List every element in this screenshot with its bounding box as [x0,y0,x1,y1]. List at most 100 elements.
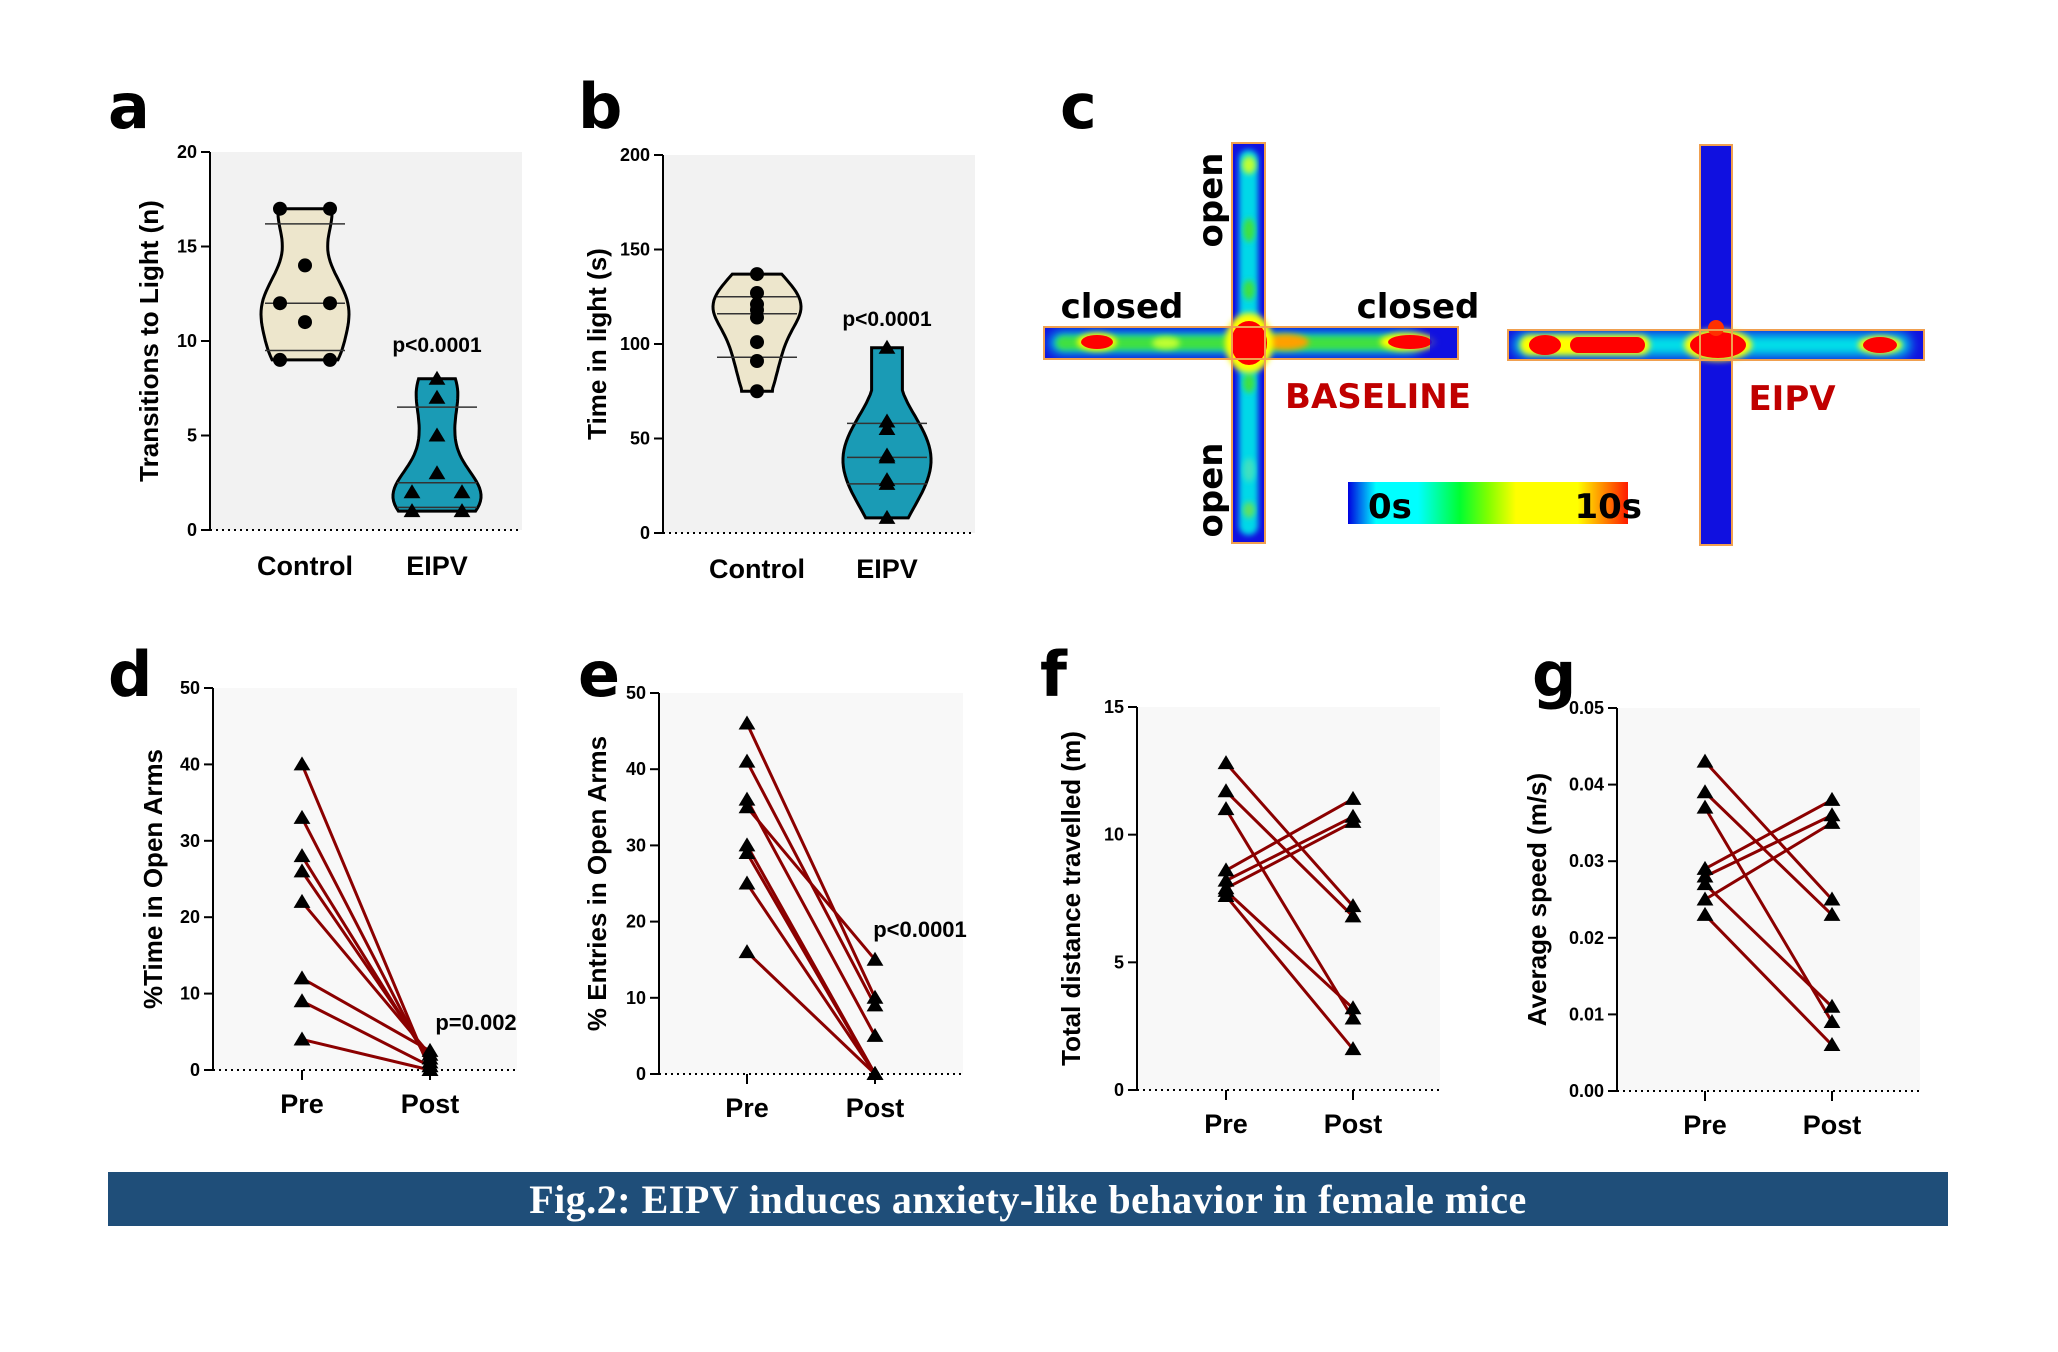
y-tick-label: 0.00 [1569,1081,1604,1101]
y-tick-label: 10 [177,331,197,351]
pair-line [1704,821,1833,901]
heatmap-eipv [1507,144,1925,546]
data-point-post [1344,908,1362,923]
data-point-pre [293,893,311,908]
violin-control [711,267,803,399]
y-tick-label: 40 [180,754,200,774]
data-point [428,370,446,385]
data-point-pre [1217,862,1235,877]
chart-panel-b: 0 50 100 150 200 Time in light (s) Control EIPV… [582,145,975,584]
y-tick-label: 50 [626,683,646,703]
y-tick-label: 20 [180,907,200,927]
data-point-pre [293,756,311,771]
y-tick-label: 0 [1114,1080,1124,1100]
data-point-post [1344,790,1362,805]
data-point-pre [738,845,756,860]
plot-area [210,152,522,530]
data-point-pre [1696,753,1714,768]
y-tick-label: 0 [190,1060,200,1080]
caption-bar: Fig.2: EIPV induces anxiety-like behavio… [108,1172,1948,1226]
pair-line [745,722,877,999]
data-point-post [866,989,884,1004]
data-point-pre [1217,887,1235,902]
data-point [323,201,337,216]
data-point-post [1823,891,1841,906]
data-point-pre [1217,755,1235,770]
x-tick-label: EIPV [406,551,468,581]
data-point [750,285,764,300]
y-axis-label: Transitions to Light (n) [134,200,164,482]
data-point-pre [738,791,756,806]
data-point [273,296,287,311]
data-point-post [421,1062,439,1076]
y-tick-label: 15 [1104,697,1124,717]
x-tick-label: Control [709,554,805,584]
data-point-post [1344,1010,1362,1025]
data-point-pre [738,753,756,768]
y-tick-label: 10 [1104,825,1124,845]
p-value-annotation: p<0.0001 [842,308,932,331]
data-point-post [866,951,884,966]
data-point-post [1823,814,1841,829]
y-tick-label: 200 [620,145,650,165]
arm-label-closed-left: closed [1061,287,1184,327]
pair-line [1225,815,1354,882]
data-point-pre [1696,891,1714,906]
arm-label-open-top: open [1191,153,1231,248]
data-point-post [1823,998,1841,1013]
y-tick-label: 50 [180,678,200,698]
pair-line [745,882,877,1075]
plot-area [1617,708,1920,1091]
heatmap-baseline [1043,142,1459,544]
y-tick-label: 0.02 [1569,928,1604,948]
x-tick-label: Pre [725,1093,769,1123]
pair-line [1224,808,1355,1020]
data-point-post [1823,1037,1841,1052]
data-point [453,503,471,518]
data-point-post [1344,1000,1362,1015]
y-tick-label: 10 [180,984,200,1004]
data-point [878,475,896,490]
pair-line [1704,813,1833,878]
violin-eipv [841,339,933,524]
y-tick-label: 0 [187,520,197,540]
y-tick-label: 40 [626,759,646,779]
pair-line [1704,798,1833,871]
pair-line [301,1037,431,1072]
data-point-post [866,997,884,1012]
y-axis-label: % Entries in Open Arms [582,736,612,1031]
plot-area [213,688,517,1070]
data-point [750,267,764,282]
y-tick-label: 0.03 [1569,851,1604,871]
condition-label-eipv: EIPV [1748,379,1836,419]
data-point [273,352,287,367]
data-point-post [1344,898,1362,913]
y-tick-label: 50 [630,429,650,449]
data-point [750,335,764,350]
y-axis-label: Time in light (s) [582,248,612,440]
data-point-pre [1696,868,1714,883]
chart-panel-a: 0 5 10 15 20 Transitions to Light (n) Control E… [134,142,522,581]
x-tick-label: Control [257,551,353,581]
y-tick-label: 30 [180,831,200,851]
panel-letter-g: g [1532,638,1577,711]
arm-label-open-bottom: open [1191,443,1231,538]
panel-letter-a: a [108,70,150,143]
y-tick-label: 0.04 [1569,775,1604,795]
data-point [273,201,287,216]
data-point-pre [293,848,311,863]
data-point-pre [293,809,311,824]
data-point-pre [293,863,311,878]
pair-line [1224,894,1355,1051]
x-tick-label: Pre [1683,1110,1727,1140]
y-axis-label: %Time in Open Arms [138,749,168,1009]
violin-body [711,272,803,393]
violin-body [391,377,483,513]
condition-label-baseline: BASELINE [1285,377,1471,417]
data-point [298,258,312,273]
data-point-pre [1217,783,1235,798]
pair-line [1703,883,1834,1008]
colorbar [1348,482,1628,524]
data-point [323,296,337,311]
